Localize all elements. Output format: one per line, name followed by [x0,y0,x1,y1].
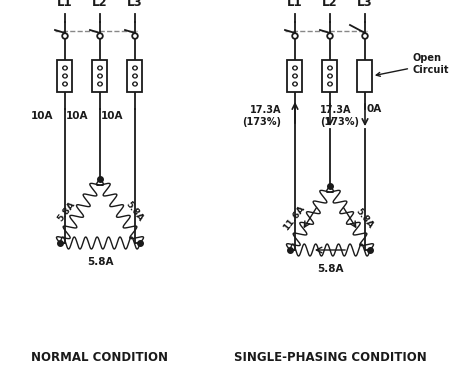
Text: 10A: 10A [100,111,123,121]
Text: L2: L2 [322,0,338,9]
Text: 17.3A
(173%): 17.3A (173%) [242,105,281,127]
Text: 10A: 10A [65,111,88,121]
Text: L1: L1 [287,0,303,9]
Circle shape [97,33,103,39]
Bar [288,60,302,92]
Bar [322,60,337,92]
Text: 17.3A
(173%): 17.3A (173%) [320,105,359,127]
Text: L2: L2 [92,0,108,9]
Text: 0A: 0A [367,104,382,114]
Text: 5.8A: 5.8A [55,199,77,223]
Circle shape [132,33,138,39]
Circle shape [362,33,368,39]
Text: NORMAL CONDITION: NORMAL CONDITION [31,351,168,364]
Text: SINGLE-PHASING CONDITION: SINGLE-PHASING CONDITION [234,351,427,364]
Circle shape [292,33,298,39]
Text: 5.8A: 5.8A [317,264,343,274]
Text: 11.6A: 11.6A [282,204,307,232]
Circle shape [62,33,68,39]
Text: 5.8A: 5.8A [87,257,113,267]
Bar [57,60,73,92]
Text: L1: L1 [57,0,73,9]
Text: Open
Circuit: Open Circuit [376,53,449,76]
Circle shape [327,33,333,39]
Bar [357,60,373,92]
Text: 10A: 10A [30,111,53,121]
Text: 5.8A: 5.8A [123,199,145,223]
Text: L3: L3 [357,0,373,9]
Text: 5.8A: 5.8A [354,206,374,230]
Bar [128,60,143,92]
Bar [92,60,108,92]
Text: L3: L3 [127,0,143,9]
